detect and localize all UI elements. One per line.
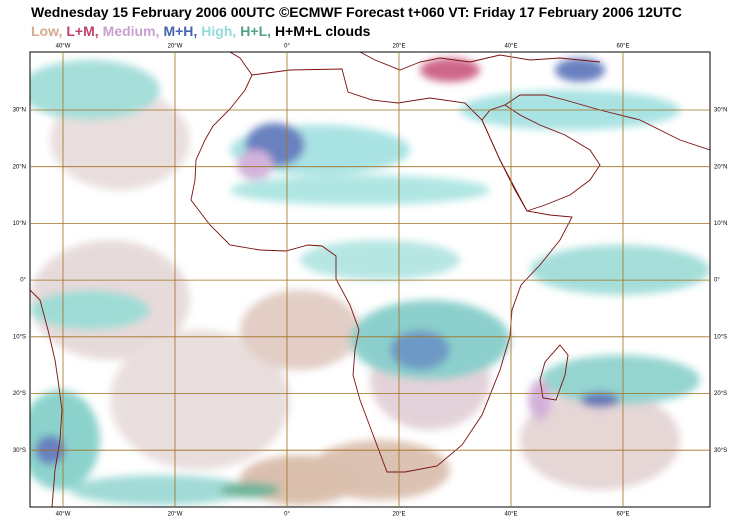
longitude-label: 40°W: [56, 44, 71, 50]
longitude-label: 20°E: [392, 512, 405, 518]
latitude-label: 30°N: [13, 108, 26, 114]
longitude-label: 20°W: [168, 44, 183, 50]
legend-item: Low,: [31, 23, 63, 39]
legend-item: M+H,: [163, 23, 198, 39]
longitude-label: 60°E: [616, 512, 629, 518]
longitude-label: 40°E: [504, 512, 517, 518]
longitude-label: 20°W: [168, 512, 183, 518]
cloud-field: [30, 58, 710, 505]
latitude-label: 0°: [20, 278, 26, 284]
legend-item: High,: [201, 23, 237, 39]
latitude-label: 10°N: [13, 221, 26, 227]
longitude-label: 60°E: [616, 44, 629, 50]
longitude-label: 0°: [284, 512, 290, 518]
latitude-label: 30°N: [714, 108, 727, 114]
legend: Low, L+M, Medium, M+H, High, H+L, H+M+L clouds: [31, 23, 374, 39]
graticule: 40°W 40°W 20°W 20°W 0° 0° 20°E 20°E 40°E 40°E 60°E…: [13, 44, 728, 518]
longitude-label: 0°: [284, 44, 290, 50]
legend-item: H+M+L clouds: [275, 23, 371, 39]
coastlines: [30, 52, 710, 507]
map-title: Wednesday 15 February 2006 00UTC ©ECMWF …: [31, 4, 682, 20]
legend-item: H+L,: [240, 23, 272, 39]
latitude-label: 20°S: [714, 391, 727, 397]
latitude-label: 30°S: [714, 448, 727, 454]
latitude-label: 20°N: [13, 164, 26, 170]
map-frame: [29, 51, 711, 508]
latitude-label: 10°S: [13, 334, 26, 340]
longitude-label: 40°E: [504, 44, 517, 50]
latitude-label: 30°S: [13, 448, 26, 454]
latitude-label: 0°: [714, 278, 720, 284]
latitude-label: 20°N: [714, 164, 727, 170]
longitude-label: 40°W: [56, 512, 71, 518]
legend-item: L+M,: [66, 23, 99, 39]
latitude-label: 10°S: [714, 334, 727, 340]
legend-item: Medium,: [102, 23, 160, 39]
longitude-label: 20°E: [392, 44, 405, 50]
latitude-label: 10°N: [714, 221, 727, 227]
latitude-label: 20°S: [13, 391, 26, 397]
